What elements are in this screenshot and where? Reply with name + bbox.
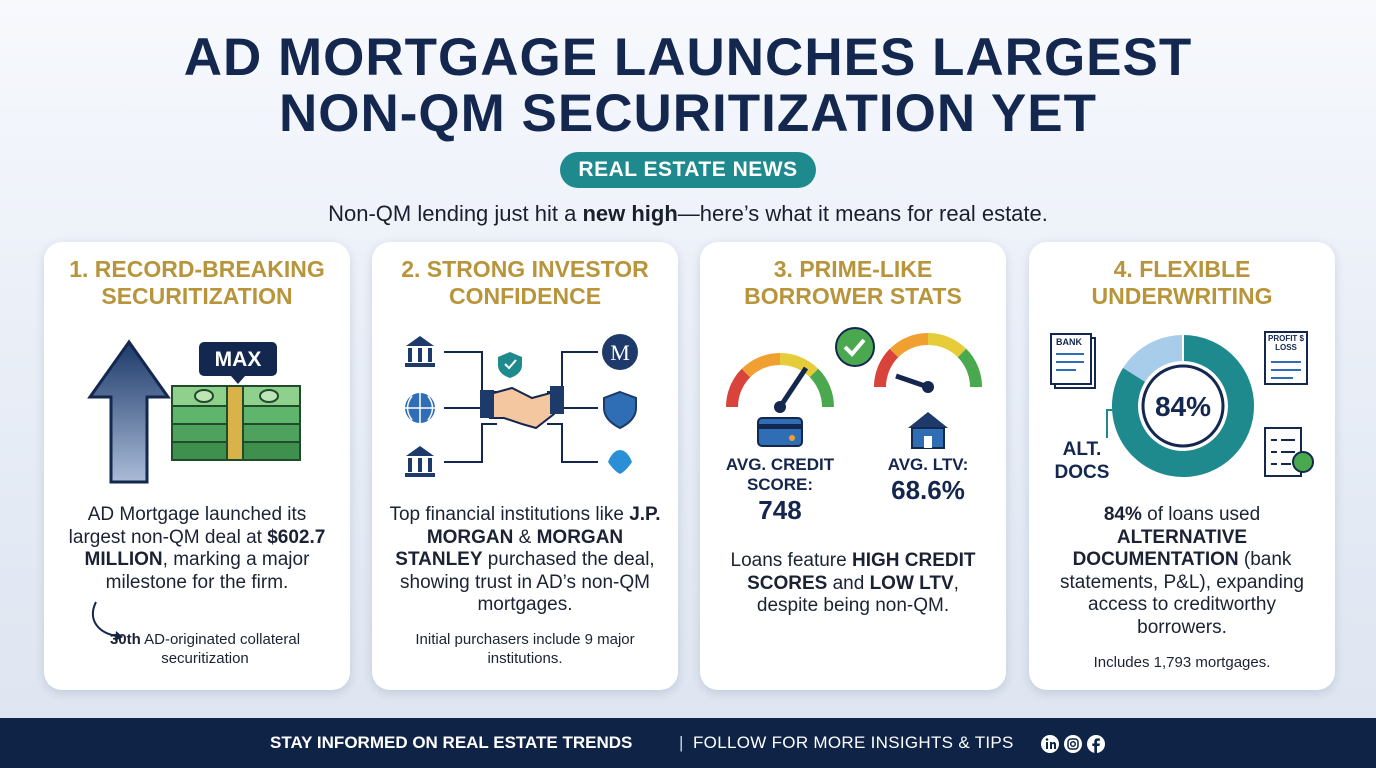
card: 3. PRIME-LIKE BORROWER STATS AVG. CREDIT… bbox=[700, 242, 1006, 690]
bold-text: 84% bbox=[1103, 504, 1142, 525]
card-heading: 2. STRONG INVESTOR CONFIDENCE bbox=[401, 256, 649, 309]
card-graphic: M bbox=[405, 334, 638, 477]
text: of loans used bbox=[1141, 504, 1261, 525]
text: , marking a major milestone for the firm… bbox=[105, 549, 310, 593]
subtitle: Non-QM lending just hit a new high—here’… bbox=[0, 201, 1376, 227]
social-icons[interactable] bbox=[1041, 734, 1107, 754]
donut-label: 84% bbox=[1155, 391, 1211, 422]
donut-arc bbox=[1112, 335, 1254, 477]
text: Top financial institutions like bbox=[389, 504, 630, 525]
card-heading: 3. PRIME-LIKE BORROWER STATS bbox=[744, 256, 962, 309]
footer-text: FOLLOW FOR MORE INSIGHTS & TIPS bbox=[693, 733, 1014, 752]
text: Initial purchasers include 9 major insti… bbox=[415, 631, 635, 667]
card-graphic bbox=[725, 327, 983, 449]
footer: STAY INFORMED ON REAL ESTATE TRENDS | FO… bbox=[0, 718, 1376, 768]
title-line: NON-QM SECURITIZATION YET bbox=[278, 84, 1098, 143]
card-note: Includes 1,793 mortgages. bbox=[1069, 653, 1295, 672]
text: (bank statements, P&L), expanding access… bbox=[1060, 549, 1304, 638]
bold-text: ALTERNATIVE DOCUMENTATION bbox=[1072, 526, 1248, 571]
text: —here’s what it means for real estate. bbox=[677, 201, 1048, 226]
bold-text: J.P. MORGAN bbox=[426, 504, 661, 548]
logo-text: M bbox=[610, 340, 630, 365]
text: Loans feature bbox=[730, 550, 852, 571]
card-graphic: MAX bbox=[87, 339, 301, 484]
title-line: AD MORTGAGE LAUNCHES LARGEST bbox=[183, 28, 1193, 87]
stat-value: 748 bbox=[758, 495, 802, 525]
card: 1. RECORD-BREAKING SECURITIZATION MAX AD… bbox=[44, 242, 350, 690]
stat-label: AVG. LTV: bbox=[887, 455, 969, 474]
bold-text: 30th bbox=[109, 631, 141, 648]
arrow-icon bbox=[91, 601, 123, 641]
card-body: 84% of loans used ALTERNATIVE DOCUMENTAT… bbox=[1043, 504, 1321, 639]
card-note: 30th AD-originated collateral securitiza… bbox=[100, 630, 310, 668]
card-heading: 1. RECORD-BREAKING SECURITIZATION bbox=[69, 256, 325, 309]
text: & bbox=[513, 526, 537, 548]
badge: REAL ESTATE NEWS bbox=[560, 152, 816, 188]
card-note: Initial purchasers include 9 major insti… bbox=[412, 630, 638, 668]
text: and bbox=[827, 572, 870, 594]
card: 4. FLEXIBLE UNDERWRITING BANK PROFIT $ L… bbox=[1029, 242, 1335, 690]
text: , despite being non-QM. bbox=[756, 572, 959, 617]
stat-label: AVG. CREDIT SCORE: bbox=[725, 455, 835, 494]
bold-text: new high bbox=[582, 201, 678, 226]
bold-text: HIGH CREDIT SCORES bbox=[747, 550, 976, 594]
text: AD-originated collateral securitization bbox=[140, 631, 301, 667]
card-body: Loans feature HIGH CREDIT SCORES and LOW… bbox=[714, 550, 992, 618]
bold-text: $602.7 MILLION bbox=[84, 526, 326, 571]
card: 2. STRONG INVESTOR CONFIDENCE M Top fina… bbox=[372, 242, 678, 690]
stat: AVG. CREDIT SCORE: 748 bbox=[710, 455, 850, 525]
footer-text: STAY INFORMED ON REAL ESTATE TRENDS bbox=[270, 733, 633, 752]
text: Non-QM lending just hit a bbox=[328, 201, 583, 226]
bold-text: LOW LTV bbox=[869, 572, 954, 594]
text: Includes 1,793 mortgages. bbox=[1093, 654, 1271, 671]
card-heading: 4. FLEXIBLE UNDERWRITING bbox=[1091, 256, 1273, 309]
bold-text: MORGAN STANLEY bbox=[395, 526, 624, 571]
card-body: Top financial institutions like J.P. MOR… bbox=[386, 504, 664, 617]
doc-label: PROFIT $ LOSS bbox=[1267, 334, 1304, 352]
card-graphic: BANK PROFIT $ LOSS 84% bbox=[1050, 331, 1314, 477]
stat: AVG. LTV: 68.6% bbox=[858, 455, 998, 505]
tag-label: MAX bbox=[215, 348, 262, 371]
doc-label: BANK bbox=[1056, 337, 1082, 347]
text: purchased the deal, showing trust in AD’… bbox=[400, 549, 655, 615]
graphic-label: ALT. DOCS bbox=[1054, 439, 1110, 483]
card-body: AD Mortgage launched its largest non-QM … bbox=[58, 504, 336, 594]
text: AD Mortgage launched its largest non-QM … bbox=[68, 504, 307, 548]
stat-value: 68.6% bbox=[891, 475, 965, 505]
